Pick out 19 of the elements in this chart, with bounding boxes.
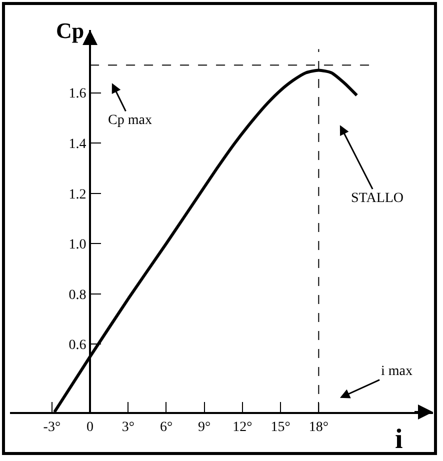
y-tick-label: 1.4 [68, 136, 86, 152]
x-tick-label: 6° [160, 420, 173, 435]
x-tick-label: 9° [198, 420, 211, 435]
y-tick-label: 1.2 [68, 187, 86, 202]
y-tick-label: 0.8 [68, 288, 86, 303]
y-axis-title: Cp [56, 18, 84, 43]
x-tick-label: -3° [43, 420, 61, 435]
y-tick-label: 0.6 [68, 338, 86, 354]
x-tick-label: 0 [86, 420, 94, 435]
annotation: i max [381, 364, 412, 379]
annotation: Cp max [108, 113, 152, 128]
x-tick-label: 12° [232, 420, 252, 435]
x-tick-label: 18° [308, 420, 328, 435]
x-tick-label: 15° [270, 420, 290, 435]
x-axis-title: i [395, 424, 403, 455]
annotation: STALLO [351, 191, 404, 206]
x-tick-label: 3° [122, 420, 134, 435]
y-tick-label: 1.6 [68, 86, 86, 102]
y-tick-label: 1.0 [68, 238, 86, 253]
